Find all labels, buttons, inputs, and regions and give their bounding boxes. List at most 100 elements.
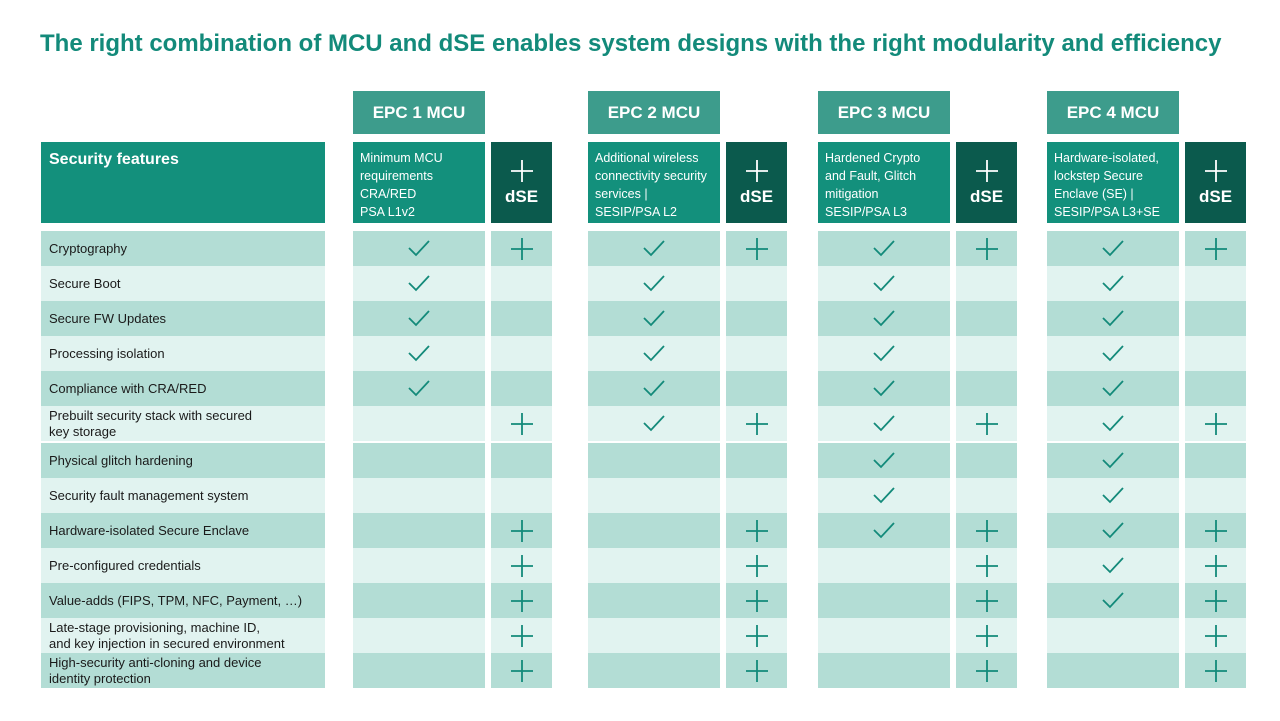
epc-description-line: Hardened Crypto <box>825 151 921 165</box>
feature-label: Cryptography <box>41 231 325 266</box>
mcu-cell <box>818 371 950 406</box>
epc-description-line: and Fault, Glitch <box>825 169 917 183</box>
dse-cell <box>1185 371 1246 406</box>
mcu-cell <box>353 583 485 618</box>
check-icon <box>873 414 895 431</box>
mcu-cell <box>1047 406 1179 441</box>
mcu-cell <box>353 371 485 406</box>
epc-description-line: CRA/RED <box>360 187 417 201</box>
mcu-cell <box>1047 548 1179 583</box>
mcu-cell <box>818 336 950 371</box>
feature-label-text: Secure FW Updates <box>49 310 167 326</box>
check-icon <box>1102 486 1124 503</box>
plus-icon <box>510 659 533 682</box>
dse-cell <box>491 301 552 336</box>
dse-header: dSE <box>956 142 1017 223</box>
dse-cell <box>491 548 552 583</box>
feature-label-text: Late-stage provisioning, machine ID, and… <box>49 619 285 651</box>
plus-icon <box>1204 519 1227 542</box>
check-icon <box>1102 274 1124 291</box>
plus-icon <box>1204 659 1227 682</box>
mcu-cell <box>1047 618 1179 653</box>
dse-cell <box>1185 548 1246 583</box>
mcu-cell <box>1047 443 1179 478</box>
dse-cell <box>1185 266 1246 301</box>
epc-description: Additional wireless connectivity security… <box>588 142 720 223</box>
mcu-cell <box>588 406 720 441</box>
plus-icon <box>510 554 533 577</box>
mcu-cell <box>353 301 485 336</box>
mcu-cell <box>588 618 720 653</box>
mcu-cell <box>588 513 720 548</box>
feature-label: High-security anti-cloning and device id… <box>41 653 325 688</box>
plus-icon <box>1204 412 1227 435</box>
dse-cell <box>491 618 552 653</box>
plus-icon <box>975 159 998 182</box>
mcu-cell <box>818 406 950 441</box>
check-icon <box>1102 379 1124 396</box>
plus-icon <box>975 237 998 260</box>
dse-cell <box>1185 618 1246 653</box>
dse-label: dSE <box>1198 186 1233 206</box>
dse-cell <box>1185 443 1246 478</box>
feature-label-text: Cryptography <box>49 240 128 256</box>
mcu-cell <box>1047 301 1179 336</box>
mcu-cell <box>818 443 950 478</box>
epc-description-line: services | <box>595 187 648 201</box>
dse-cell <box>956 618 1017 653</box>
mcu-cell <box>1047 653 1179 688</box>
feature-label-text: Hardware-isolated Secure Enclave <box>49 522 250 538</box>
dse-cell <box>956 231 1017 266</box>
check-icon <box>643 239 665 256</box>
epc-description: Minimum MCU requirements CRA/RED PSA L1v2 <box>353 142 485 223</box>
plus-icon <box>975 589 998 612</box>
epc-description-line: SESIP/PSA L3 <box>825 205 907 219</box>
feature-label: Security fault management system <box>41 478 325 513</box>
dse-cell <box>491 371 552 406</box>
dse-cell <box>491 336 552 371</box>
epc-description-line: connectivity security <box>595 169 707 183</box>
plus-icon <box>1204 237 1227 260</box>
dse-cell <box>726 548 787 583</box>
mcu-cell <box>818 231 950 266</box>
plus-icon <box>745 237 768 260</box>
plus-icon <box>745 554 768 577</box>
mcu-cell <box>1047 583 1179 618</box>
mcu-cell <box>818 618 950 653</box>
dse-cell <box>726 336 787 371</box>
feature-label: Processing isolation <box>41 336 325 371</box>
dse-cell <box>726 301 787 336</box>
feature-label-text: Pre-configured credentials <box>49 557 201 573</box>
check-icon <box>873 521 895 538</box>
epc-description-line: lockstep Secure <box>1054 169 1143 183</box>
dse-cell <box>956 653 1017 688</box>
check-icon <box>1102 414 1124 431</box>
check-icon <box>1102 451 1124 468</box>
feature-label-text: High-security anti-cloning and device id… <box>49 654 262 686</box>
dse-cell <box>1185 583 1246 618</box>
feature-label: Prebuilt security stack with secured key… <box>41 406 325 441</box>
plus-icon <box>975 659 998 682</box>
epc-description: Hardened Crypto and Fault, Glitch mitigati… <box>818 142 950 223</box>
check-icon <box>643 344 665 361</box>
plus-icon <box>510 237 533 260</box>
mcu-cell <box>588 583 720 618</box>
epc-description-line: SESIP/PSA L2 <box>595 205 677 219</box>
feature-label: Compliance with CRA/RED <box>41 371 325 406</box>
mcu-cell <box>818 266 950 301</box>
plus-icon <box>1204 624 1227 647</box>
plus-icon <box>1204 554 1227 577</box>
dse-cell <box>491 478 552 513</box>
check-icon <box>1102 309 1124 326</box>
plus-icon <box>975 624 998 647</box>
dse-header: dSE <box>1185 142 1246 223</box>
mcu-cell <box>818 548 950 583</box>
mcu-cell <box>588 653 720 688</box>
check-icon <box>873 451 895 468</box>
dse-cell <box>1185 301 1246 336</box>
plus-icon <box>510 519 533 542</box>
mcu-cell <box>353 406 485 441</box>
check-icon <box>408 344 430 361</box>
mcu-cell <box>818 653 950 688</box>
check-icon <box>408 379 430 396</box>
